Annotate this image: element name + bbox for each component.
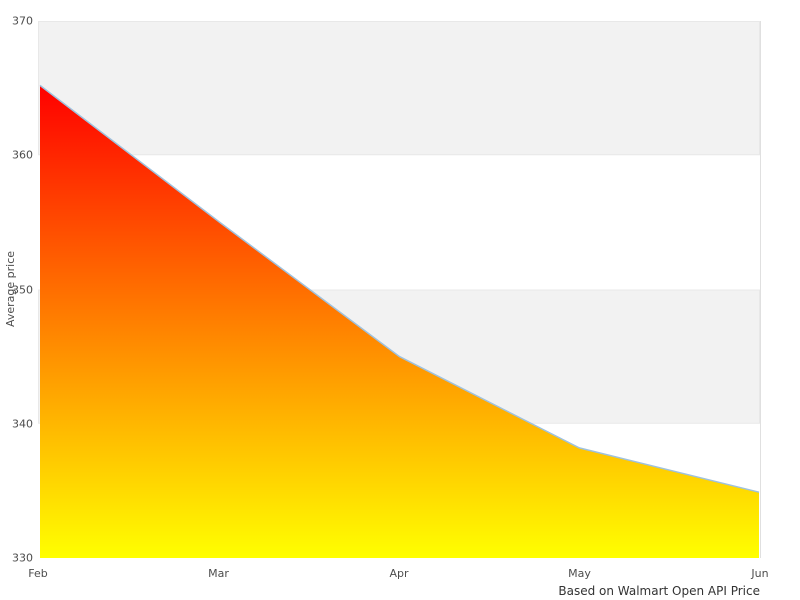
x-tick-label: Feb	[28, 567, 48, 580]
y-tick-label: 360	[12, 148, 33, 162]
source-caption: Based on Walmart Open API Price	[558, 584, 760, 598]
area-series-line	[39, 84, 760, 493]
y-tick-label: 370	[12, 14, 33, 28]
y-tick-label: 330	[12, 551, 33, 565]
gridline-band	[38, 21, 760, 156]
x-tick-label: May	[568, 567, 591, 580]
x-tick-label: Jun	[751, 567, 769, 580]
y-axis-title: Average price	[4, 250, 17, 327]
area-series-fill	[40, 85, 759, 559]
y-tick-label: 350	[12, 283, 33, 296]
y-tick-label: 340	[12, 417, 33, 431]
x-tick-label: Mar	[208, 567, 229, 580]
x-tick-label: Apr	[389, 567, 409, 580]
